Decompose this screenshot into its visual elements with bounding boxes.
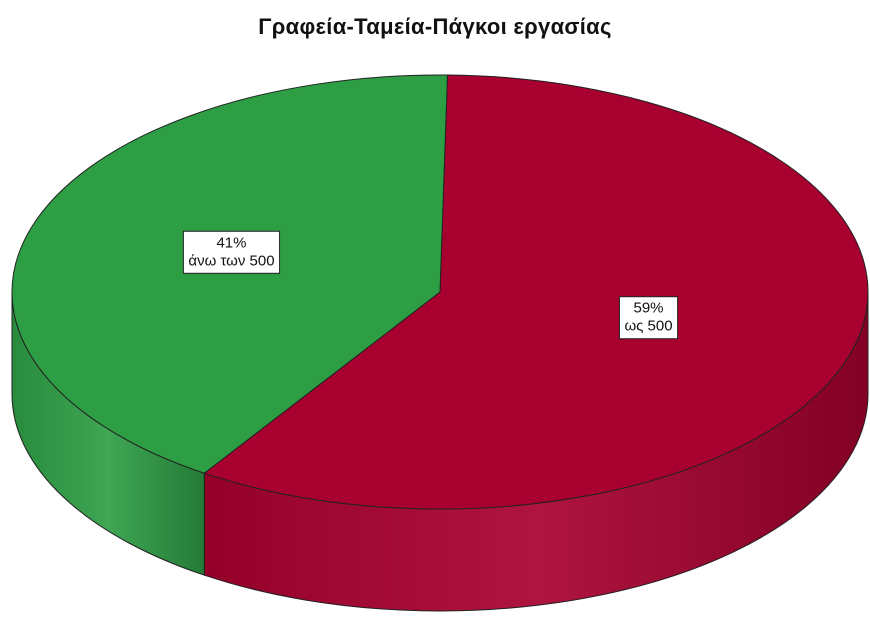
slice-label-1: 41%άνω των 500 xyxy=(182,230,281,274)
chart-title: Γραφεία-Ταμεία-Πάγκοι εργασίας xyxy=(258,14,612,39)
slice-label-0: 59%ως 500 xyxy=(618,296,679,340)
slice-label-box xyxy=(182,230,281,274)
slice-label-box xyxy=(618,296,679,340)
pie-tops xyxy=(11,74,869,510)
slice-percent-label: 41% xyxy=(216,234,246,251)
slice-category-label: ως 500 xyxy=(624,318,672,335)
pie-labels: 59%ως 500 41%άνω των 500 xyxy=(182,230,679,340)
slice-category-label: άνω των 500 xyxy=(188,252,274,269)
slice-percent-label: 59% xyxy=(634,300,664,317)
slice-0-top xyxy=(203,74,869,510)
slice-1-top xyxy=(11,74,448,474)
